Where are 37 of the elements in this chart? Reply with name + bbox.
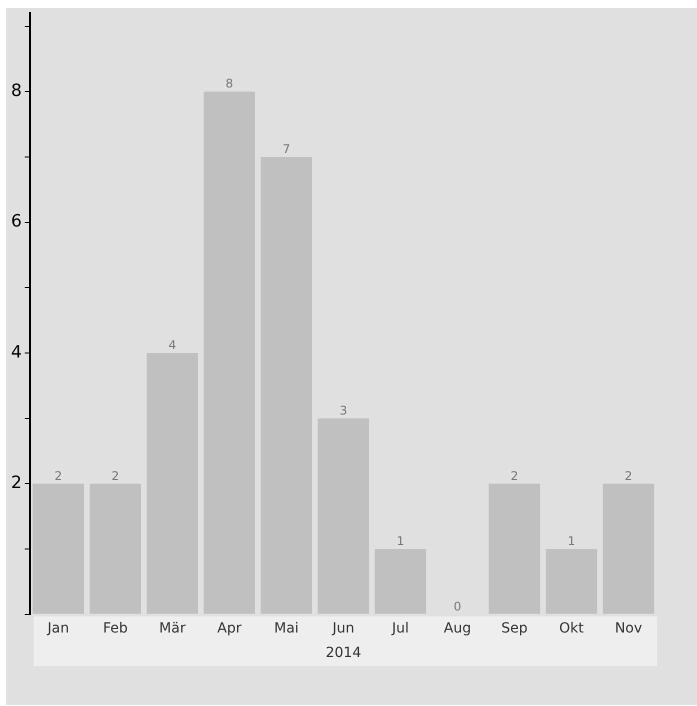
data-label: 1 — [396, 534, 404, 548]
data-label: 2 — [510, 468, 518, 483]
x-tick-label: Nov — [614, 620, 642, 636]
data-label: 4 — [168, 338, 176, 352]
data-label: 2 — [54, 468, 62, 483]
x-tick-label: Jul — [390, 620, 409, 636]
data-label: 2 — [112, 468, 120, 483]
x-tick-label: Okt — [559, 620, 584, 636]
x-tick-label: Mär — [159, 620, 186, 636]
x-tick-label: Jan — [46, 620, 70, 636]
x-tick-label: Sep — [501, 620, 528, 636]
x-axis-title: 2014 — [326, 645, 362, 662]
bar — [546, 549, 598, 614]
x-tick-label: Aug — [444, 620, 472, 636]
bar — [488, 484, 540, 614]
data-label: 1 — [568, 534, 576, 548]
bar — [602, 484, 654, 614]
y-tick-label: 8 — [10, 81, 22, 102]
data-label: 8 — [226, 76, 234, 91]
x-tick-label: Mai — [274, 620, 299, 636]
x-tick-label: Apr — [217, 620, 242, 636]
y-tick-label: 2 — [10, 473, 22, 494]
bar — [260, 156, 312, 614]
bar — [374, 549, 426, 614]
bar — [204, 92, 256, 614]
x-tick-label: Feb — [102, 620, 128, 636]
bar — [146, 353, 198, 614]
x-tick-label: Jun — [331, 620, 354, 636]
y-tick-label: 6 — [10, 212, 22, 232]
bar — [318, 418, 370, 614]
data-label: 3 — [340, 403, 348, 418]
data-label: 2 — [624, 468, 632, 483]
y-tick-label: 4 — [10, 342, 22, 362]
bar — [32, 484, 84, 614]
bar — [90, 484, 141, 614]
data-label: 0 — [454, 600, 462, 614]
data-label: 7 — [282, 142, 290, 156]
